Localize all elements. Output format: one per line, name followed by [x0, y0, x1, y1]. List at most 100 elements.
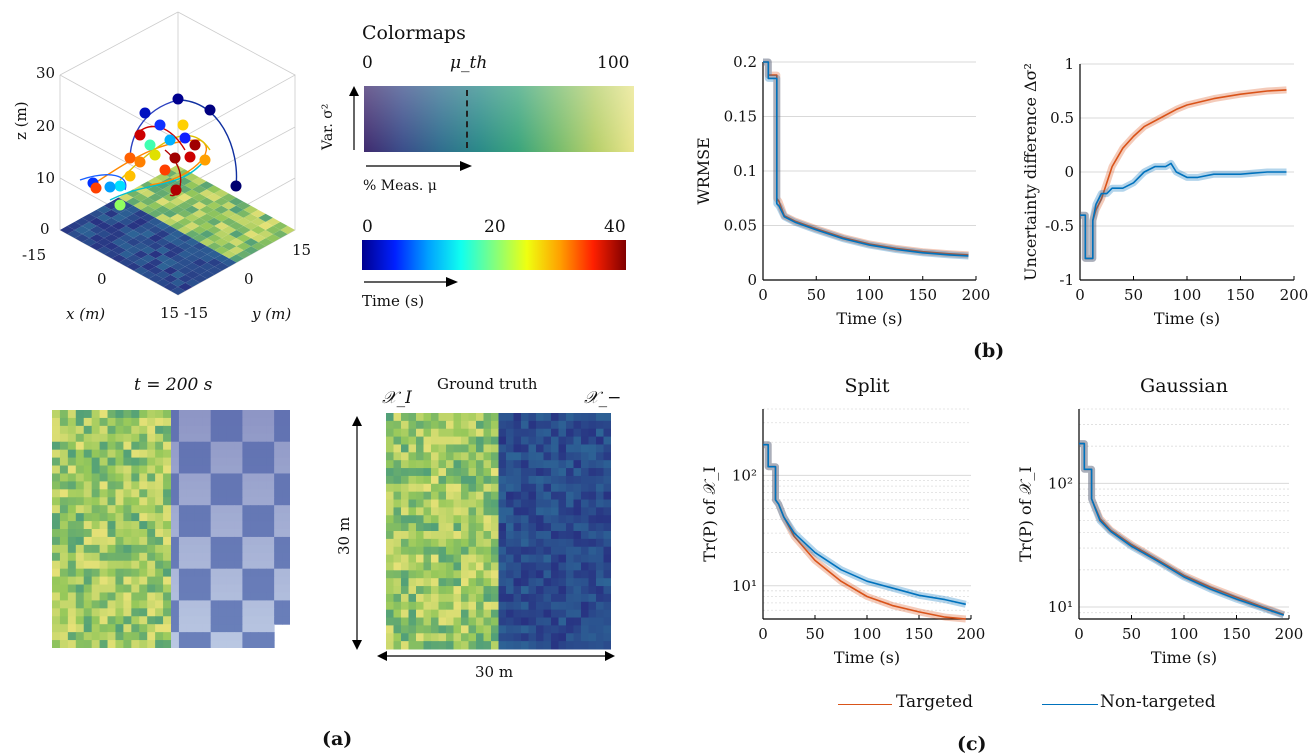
surface-cell — [184, 230, 200, 239]
x-tick-label: 50 — [807, 286, 826, 304]
x-tick-label: 150 — [905, 625, 934, 643]
estimate-cell — [139, 632, 148, 641]
truth-cell — [476, 546, 484, 556]
x-tick-label: 0 — [758, 625, 768, 643]
estimate-cell — [59, 513, 69, 522]
truth-cell — [408, 578, 417, 587]
truth-cell — [468, 523, 477, 532]
truth-cell — [483, 491, 492, 501]
estimate-cell — [99, 449, 109, 459]
estimate-cell — [147, 457, 156, 467]
estimate-cell — [266, 640, 275, 648]
surface-cell — [192, 242, 207, 251]
truth-cell — [498, 609, 507, 619]
truth-cell — [453, 531, 462, 540]
truth-cell — [416, 475, 424, 485]
truth-cell — [588, 554, 597, 563]
estimate-cell — [115, 640, 124, 648]
estimate-cell — [123, 497, 132, 506]
truth-cell — [453, 617, 462, 626]
truth-cell — [468, 578, 477, 587]
estimate-cell — [147, 624, 156, 633]
truth-cell — [596, 491, 604, 501]
estimate-cell — [123, 410, 132, 419]
estimate-cell — [210, 449, 220, 459]
estimate-cell — [218, 449, 228, 459]
truth-cell — [438, 436, 447, 445]
truth-cell — [558, 475, 567, 485]
estimate-cell — [210, 536, 220, 546]
estimate-cell — [186, 536, 196, 546]
truth-cell — [513, 436, 522, 445]
truth-cell — [506, 428, 514, 438]
truth-cell — [483, 641, 492, 650]
truth-cell — [483, 523, 492, 532]
estimate-cell — [234, 624, 243, 633]
truth-cell — [536, 578, 544, 587]
estimate-cell — [171, 640, 180, 648]
truth-cell — [543, 625, 552, 634]
estimate-cell — [107, 481, 116, 490]
truth-cell — [558, 562, 567, 571]
surface-cell — [148, 217, 163, 226]
estimate-cell — [99, 410, 109, 419]
y-tick-label: 0.15 — [724, 108, 757, 126]
estimate-cell — [67, 632, 77, 641]
surface-cell — [177, 282, 193, 291]
legend-swatch-non-targeted — [1042, 704, 1098, 705]
truth-cell — [438, 499, 447, 508]
estimate-cell — [67, 592, 77, 601]
truth-cell — [558, 578, 567, 587]
surface-cell — [140, 205, 156, 214]
truth-cell — [416, 523, 424, 532]
estimate-cell — [75, 536, 85, 546]
surface-cell — [126, 238, 141, 247]
estimate-cell — [163, 632, 172, 641]
truth-cell — [536, 538, 544, 548]
surface-cell — [148, 225, 163, 235]
truth-cell — [423, 562, 432, 571]
estimate-cell — [99, 584, 109, 593]
surface-cell — [148, 274, 164, 283]
truth-cell — [513, 633, 522, 642]
truth-cell — [543, 601, 552, 611]
estimate-cell — [163, 624, 172, 633]
truth-cell — [453, 562, 462, 571]
estimate-cell — [99, 544, 109, 554]
truth-cell — [491, 586, 499, 595]
truth-cell — [521, 420, 529, 430]
estimate-cell — [226, 576, 235, 586]
truth-cell — [431, 436, 439, 445]
estimate-cell — [226, 632, 235, 641]
surface-cell — [250, 209, 266, 218]
truth-cell — [468, 428, 477, 438]
truth-cell — [438, 515, 447, 524]
estimate-cell — [226, 584, 235, 593]
estimate-cell — [67, 640, 77, 648]
surface-cell — [177, 201, 192, 210]
estimate-cell — [107, 410, 116, 419]
estimate-cell — [83, 584, 93, 593]
truth-cell — [431, 491, 439, 501]
estimate-cell — [139, 584, 148, 593]
truth-cell — [446, 413, 454, 422]
y-tick-label: 10² — [732, 466, 757, 484]
truth-cell — [551, 507, 559, 516]
truth-cell — [416, 586, 424, 595]
surface-cell — [126, 246, 141, 255]
truth-cell — [483, 554, 492, 563]
truth-cell — [551, 586, 559, 595]
surface-cell — [236, 217, 251, 226]
estimate-cell — [67, 608, 77, 617]
estimate-cell — [163, 417, 172, 427]
estimate-cell — [218, 481, 228, 490]
truth-cell — [498, 491, 507, 501]
truth-cell — [408, 523, 417, 532]
estimate-cell — [115, 624, 124, 633]
truth-cell — [596, 601, 604, 611]
truth-cell — [573, 475, 582, 485]
estimate-cell — [202, 505, 212, 514]
y-tick-label: 1 — [1064, 55, 1074, 73]
estimate-cell — [67, 505, 77, 514]
estimate-cell — [155, 584, 164, 593]
